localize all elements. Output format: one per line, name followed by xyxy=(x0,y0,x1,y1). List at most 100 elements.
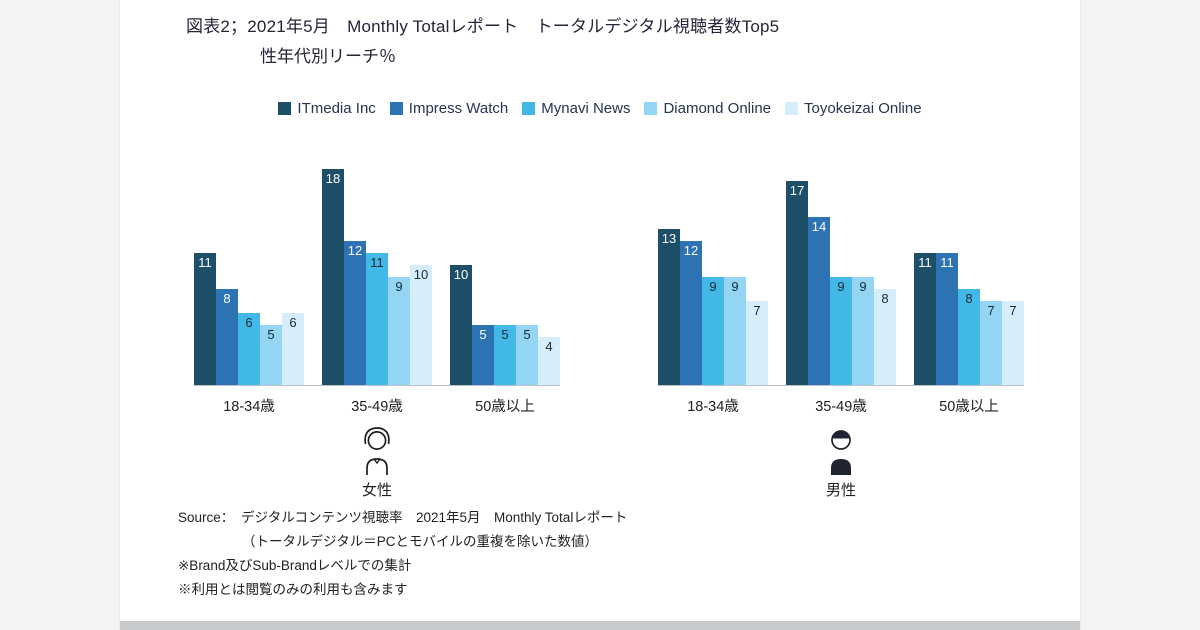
bar-mynavi-news: 5 xyxy=(494,325,516,385)
bar-value-label: 11 xyxy=(198,255,212,270)
bar-value-label: 6 xyxy=(289,315,297,330)
legend: ITmedia Inc Impress Watch Mynavi News Diamo… xyxy=(120,100,1080,117)
bar-value-label: 4 xyxy=(545,339,553,354)
bar-mynavi-news: 9 xyxy=(830,277,852,385)
legend-label: Toyokeizai Online xyxy=(804,100,922,117)
source-line-2: （トータルデジタル＝PCとモバイルの重複を除いた数値） xyxy=(242,534,598,549)
legend-label: Impress Watch xyxy=(408,100,509,117)
bar-impress-watch: 12 xyxy=(344,241,366,385)
legend-swatch xyxy=(278,102,292,115)
source-note: Source： デジタルコンテンツ視聴率 2021年5月 Monthly Tot… xyxy=(178,506,627,602)
bar-diamond-online: 5 xyxy=(260,325,282,385)
bar-value-label: 12 xyxy=(347,243,363,258)
bar-value-label: 9 xyxy=(395,279,403,294)
bar-impress-watch: 14 xyxy=(808,217,830,385)
bar-value-label: 11 xyxy=(918,255,932,270)
bar-mynavi-news: 11 xyxy=(366,253,388,385)
bar-toyokeizai-online: 8 xyxy=(874,289,896,385)
bar-itmedia-inc: 13 xyxy=(658,229,680,385)
bar-diamond-online: 5 xyxy=(516,325,538,385)
bar-itmedia-inc: 10 xyxy=(450,265,472,385)
bar-mynavi-news: 8 xyxy=(958,289,980,385)
bar-cluster: 11 8 6 5 6 xyxy=(194,253,304,385)
plot-area-male: 13 12 9 9 7 17 14 9 9 8 11 11 8 7 7 xyxy=(658,170,1024,386)
bar-diamond-online: 7 xyxy=(980,301,1002,385)
bar-cluster: 17 14 9 9 8 xyxy=(786,181,896,385)
chart-group-female: 11 8 6 5 6 18 12 11 9 10 10 5 5 5 4 18-34歳 35-49歳 50歳以上 … xyxy=(194,169,560,500)
bar-value-label: 5 xyxy=(479,327,487,342)
bar-value-label: 9 xyxy=(859,279,867,294)
bar-value-label: 7 xyxy=(753,303,761,318)
x-axis-labels-male: 18-34歳 35-49歳 50歳以上 xyxy=(658,395,1024,416)
bar-value-label: 5 xyxy=(523,327,531,342)
bar-value-label: 9 xyxy=(709,279,717,294)
bar-value-label: 8 xyxy=(223,291,231,306)
bar-itmedia-inc: 17 xyxy=(786,181,808,385)
x-axis-label: 50歳以上 xyxy=(939,399,999,415)
bar-value-label: 11 xyxy=(940,255,954,270)
legend-item: Toyokeizai Online xyxy=(785,100,922,117)
bar-value-label: 8 xyxy=(965,291,973,306)
source-line-1: Source： デジタルコンテンツ視聴率 2021年5月 Monthly Tot… xyxy=(178,510,628,525)
figure-card: 図表2；2021年5月 Monthly Totalレポート トータルデジタル視聴… xyxy=(120,0,1080,630)
bar-value-label: 18 xyxy=(325,171,341,186)
bar-value-label: 7 xyxy=(1009,303,1017,318)
bar-cluster: 10 5 5 5 4 xyxy=(450,265,560,385)
bar-value-label: 7 xyxy=(987,303,995,318)
bar-value-label: 5 xyxy=(267,327,275,342)
bar-diamond-online: 9 xyxy=(852,277,874,385)
bar-value-label: 5 xyxy=(501,327,509,342)
bar-itmedia-inc: 11 xyxy=(914,253,936,385)
bar-itmedia-inc: 11 xyxy=(194,253,216,385)
legend-label: Diamond Online xyxy=(663,100,772,117)
legend-label: Mynavi News xyxy=(541,100,631,117)
legend-swatch xyxy=(644,102,658,115)
bar-value-label: 8 xyxy=(881,291,889,306)
female-person-icon xyxy=(194,426,560,476)
bar-toyokeizai-online: 10 xyxy=(410,265,432,385)
legend-swatch xyxy=(522,102,536,115)
bar-cluster: 13 12 9 9 7 xyxy=(658,229,768,385)
bar-value-label: 10 xyxy=(453,267,469,282)
gender-label-male: 男性 xyxy=(825,482,856,499)
bar-toyokeizai-online: 4 xyxy=(538,337,560,385)
bar-toyokeizai-online: 7 xyxy=(746,301,768,385)
bar-value-label: 12 xyxy=(683,243,699,258)
bottom-bar xyxy=(120,621,1080,630)
legend-item: Mynavi News xyxy=(522,100,630,117)
bar-value-label: 9 xyxy=(837,279,845,294)
x-axis-label: 35-49歳 xyxy=(351,399,403,415)
bar-toyokeizai-online: 6 xyxy=(282,313,304,385)
bar-itmedia-inc: 18 xyxy=(322,169,344,385)
bar-mynavi-news: 9 xyxy=(702,277,724,385)
legend-item: ITmedia Inc xyxy=(278,100,376,117)
bar-impress-watch: 5 xyxy=(472,325,494,385)
bar-cluster: 18 12 11 9 10 xyxy=(322,169,432,385)
x-axis-labels-female: 18-34歳 35-49歳 50歳以上 xyxy=(194,395,560,416)
source-line-3: ※Brand及びSub-Brandレベルでの集計 xyxy=(178,558,412,573)
bar-value-label: 9 xyxy=(731,279,739,294)
legend-swatch xyxy=(785,102,799,115)
bar-impress-watch: 12 xyxy=(680,241,702,385)
legend-swatch xyxy=(389,102,403,115)
plot-area-female: 11 8 6 5 6 18 12 11 9 10 10 5 5 5 4 xyxy=(194,169,560,386)
source-line-4: ※利用とは閲覧のみの利用も含みます xyxy=(178,582,408,597)
x-axis-label: 50歳以上 xyxy=(475,399,535,415)
bar-cluster: 11 11 8 7 7 xyxy=(914,253,1024,385)
legend-item: Diamond Online xyxy=(644,100,771,117)
x-axis-label: 18-34歳 xyxy=(687,399,739,415)
bar-toyokeizai-online: 7 xyxy=(1002,301,1024,385)
bar-value-label: 10 xyxy=(413,267,429,282)
bar-value-label: 14 xyxy=(811,219,827,234)
bar-value-label: 13 xyxy=(661,231,677,246)
bar-diamond-online: 9 xyxy=(388,277,410,385)
x-axis-label: 18-34歳 xyxy=(223,399,275,415)
bar-value-label: 17 xyxy=(789,183,805,198)
x-axis-label: 35-49歳 xyxy=(815,399,867,415)
bar-impress-watch: 11 xyxy=(936,253,958,385)
bar-mynavi-news: 6 xyxy=(238,313,260,385)
bar-impress-watch: 8 xyxy=(216,289,238,385)
bar-diamond-online: 9 xyxy=(724,277,746,385)
bar-value-label: 6 xyxy=(245,315,253,330)
chart-title: 図表2；2021年5月 Monthly Totalレポート トータルデジタル視聴… xyxy=(186,17,780,36)
